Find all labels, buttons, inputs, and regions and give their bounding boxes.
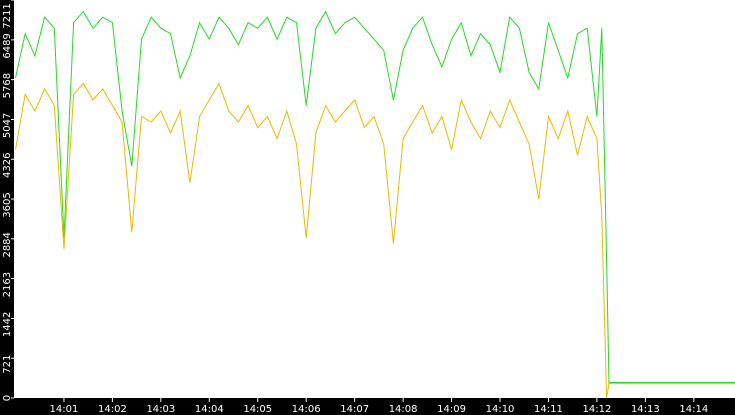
y-tick-label: 2884 [2, 232, 13, 257]
y-tick-label: 7211 [2, 3, 13, 28]
x-tick-label: 14:12 [583, 404, 612, 415]
y-tick-label: 0 [2, 395, 13, 401]
x-tick-label: 14:02 [98, 404, 127, 415]
x-tick-label: 14:10 [486, 404, 515, 415]
x-tick-label: 14:04 [195, 404, 224, 415]
y-tick-label: 5768 [2, 73, 13, 98]
y-tick-label: 2163 [2, 272, 13, 297]
series-line [15, 82, 735, 399]
y-tick-label: 721 [2, 355, 13, 374]
y-tick-label: 1442 [2, 312, 13, 337]
x-axis-band [0, 398, 735, 415]
series-line [15, 10, 735, 383]
x-tick-label: 14:01 [50, 404, 79, 415]
y-axis-band [0, 0, 14, 415]
y-tick-label: 4326 [2, 153, 13, 178]
x-tick-label: 14:14 [679, 404, 708, 415]
y-tick-label: 3605 [2, 192, 13, 217]
x-tick-label: 14:08 [389, 404, 418, 415]
x-tick-label: 14:09 [437, 404, 466, 415]
x-tick-label: 14:13 [631, 404, 660, 415]
x-tick-label: 14:05 [243, 404, 272, 415]
x-tick-label: 14:03 [146, 404, 175, 415]
y-tick-label: 5047 [2, 113, 13, 138]
x-tick-label: 14:11 [534, 404, 563, 415]
x-tick-label: 14:06 [292, 404, 321, 415]
y-tick-label: 6489 [2, 33, 13, 58]
x-tick-label: 14:07 [340, 404, 369, 415]
